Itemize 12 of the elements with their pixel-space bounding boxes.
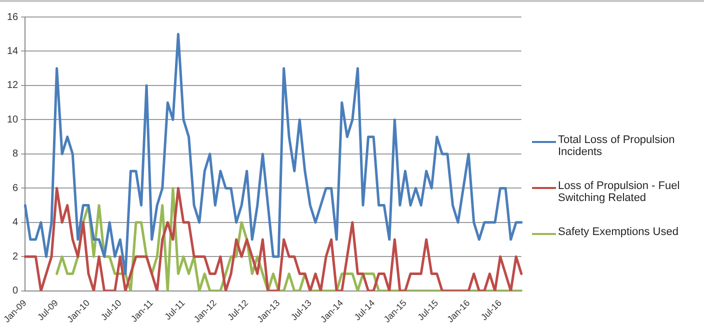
y-tick-label: 16 — [7, 12, 19, 23]
y-tick-label: 12 — [7, 80, 19, 92]
legend-label: Safety Exemptions Used — [558, 226, 678, 238]
y-tick-label: 14 — [7, 46, 19, 57]
y-tick-label: 0 — [12, 286, 19, 297]
y-tick-label: 2 — [12, 251, 19, 262]
legend-label: Loss of Propulsion - Fuel Switching Related — [558, 180, 681, 204]
legend-label: Total Loss of Propulsion Incidents — [558, 134, 676, 158]
y-tick-label: 6 — [12, 182, 19, 194]
y-tick-label: 10 — [7, 114, 19, 126]
y-tick-label: 8 — [12, 148, 19, 160]
y-tick-label: 4 — [12, 217, 19, 228]
